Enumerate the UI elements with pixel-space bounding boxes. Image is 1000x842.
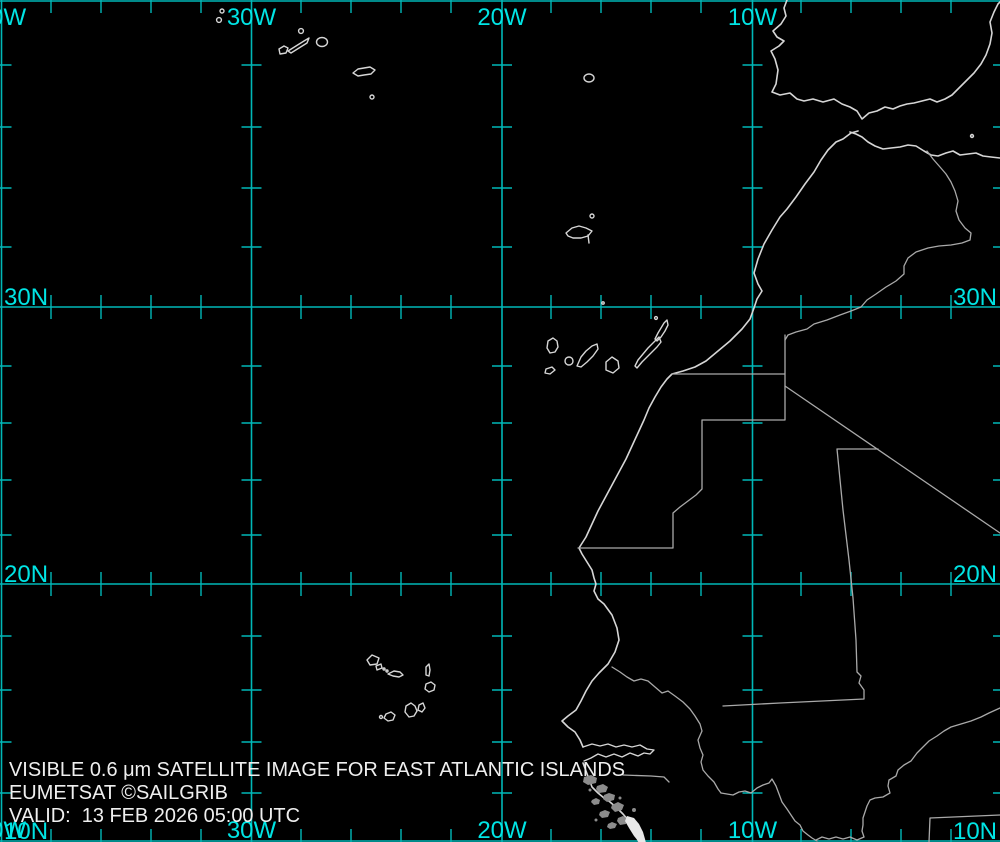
lon-label-top-20W: 20W bbox=[477, 4, 527, 31]
canary-islands bbox=[544, 315, 669, 375]
lat-label-left-30N: 30N bbox=[4, 284, 48, 311]
western-sahara-borders bbox=[577, 334, 786, 549]
iberia-coastline bbox=[770, 0, 1000, 120]
gambia-outline bbox=[582, 743, 655, 762]
west-africa-coastline bbox=[561, 130, 859, 748]
lat-label-left-10N: 10N bbox=[4, 818, 48, 842]
attribution-text: EUMETSAT ©SAILGRIB bbox=[9, 782, 228, 804]
lon-label-bottom-40W: 40W bbox=[0, 817, 27, 842]
border-layer bbox=[577, 150, 1000, 842]
lat-label-right-20N: 20N bbox=[953, 561, 997, 588]
lon-label-bottom-10W: 10W bbox=[728, 817, 778, 842]
overlay-text: VISIBLE 0.6 μm SATELLITE IMAGE FOR EAST … bbox=[9, 759, 625, 827]
lat-label-right-10N: 10N bbox=[953, 818, 997, 842]
senegal-mali-guinea-borders bbox=[622, 774, 818, 842]
cape-verde-islands bbox=[366, 654, 436, 722]
bright-cloud-blob bbox=[625, 816, 646, 842]
lon-label-top-10W: 10W bbox=[728, 4, 778, 31]
image-title-text: VISIBLE 0.6 μm SATELLITE IMAGE FOR EAST … bbox=[9, 759, 625, 781]
coastline-layer bbox=[561, 0, 1000, 842]
mali-guinea-east-border bbox=[815, 707, 1000, 842]
valid-time-text: VALID: 13 FEB 2026 05:00 UTC bbox=[9, 805, 300, 827]
alboran-island bbox=[969, 133, 975, 139]
mauritania-algeria-mali-border bbox=[722, 385, 1000, 707]
lon-label-top-40W: 40W bbox=[0, 4, 27, 31]
lat-label-left-20N: 20N bbox=[4, 561, 48, 588]
islands-layer bbox=[215, 8, 669, 722]
azores-islands bbox=[215, 8, 376, 100]
senegal-river-border bbox=[611, 666, 722, 794]
small-cloud-ring bbox=[583, 73, 595, 83]
morocco-algeria-border bbox=[784, 150, 972, 341]
madeira-islands bbox=[565, 213, 595, 244]
lon-label-top-30W: 30W bbox=[227, 4, 277, 31]
lat-label-right-30N: 30N bbox=[953, 284, 997, 311]
cloud-layer bbox=[583, 775, 646, 842]
lon-label-bottom-30W: 30W bbox=[227, 817, 277, 842]
selvagens-island bbox=[601, 301, 605, 305]
north-africa-med-coastline bbox=[849, 131, 1000, 159]
lon-label-bottom-20W: 20W bbox=[477, 817, 527, 842]
